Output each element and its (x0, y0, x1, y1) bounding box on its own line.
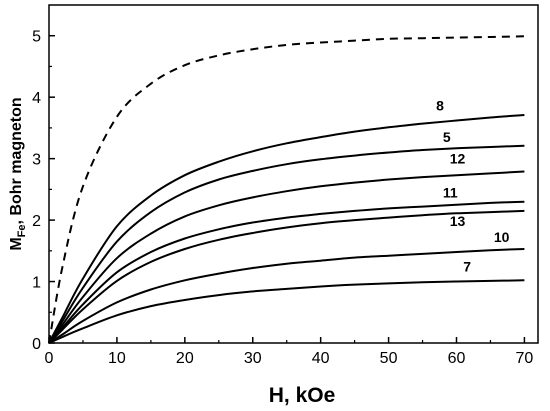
series-line-10 (48, 248, 525, 344)
series-line-13 (48, 209, 525, 344)
y-axis-title: MFe, Bohr magneton (8, 97, 28, 250)
y-tick-label: 5 (32, 29, 41, 46)
curve-labels: 8 5 12 11 13 10 7 (436, 98, 510, 275)
curve-label-8: 8 (436, 98, 444, 114)
curve-label-11: 11 (443, 184, 458, 200)
curve-label-7: 7 (463, 259, 471, 275)
y-tick-label: 2 (32, 213, 41, 230)
x-tick-label: 0 (45, 350, 54, 367)
y-tick-label: 1 (32, 275, 41, 292)
series-line-12 (48, 170, 525, 344)
x-tick-label: 10 (108, 350, 126, 367)
x-axis-title: H, kOe (269, 384, 336, 407)
x-tick-label: 70 (516, 350, 534, 367)
y-axis-title-main: M (8, 237, 25, 250)
y-axis-title-sub: Fe (16, 224, 28, 237)
x-tick-label: 50 (380, 350, 398, 367)
series-line-dashed (48, 35, 525, 344)
x-tick-label: 30 (244, 350, 262, 367)
curve-label-13: 13 (450, 213, 466, 229)
series-line-11 (48, 200, 525, 344)
series-line-7 (48, 279, 525, 344)
curve-label-12: 12 (450, 151, 466, 167)
y-tick-label: 4 (32, 90, 41, 107)
series-line-8 (48, 114, 525, 344)
curve-label-5: 5 (443, 129, 451, 145)
y-tick-label: 0 (32, 336, 41, 353)
x-tick-label: 60 (448, 350, 466, 367)
x-tick-label: 40 (312, 350, 330, 367)
y-axis-title-rest: , Bohr magneton (8, 97, 25, 224)
plot-frame (48, 4, 539, 344)
curve-label-10: 10 (494, 229, 510, 245)
y-tick-label: 3 (32, 152, 41, 169)
curves (48, 35, 525, 344)
axis-ticks (48, 34, 526, 344)
x-tick-label: 20 (176, 350, 194, 367)
series-line-5 (48, 144, 525, 344)
